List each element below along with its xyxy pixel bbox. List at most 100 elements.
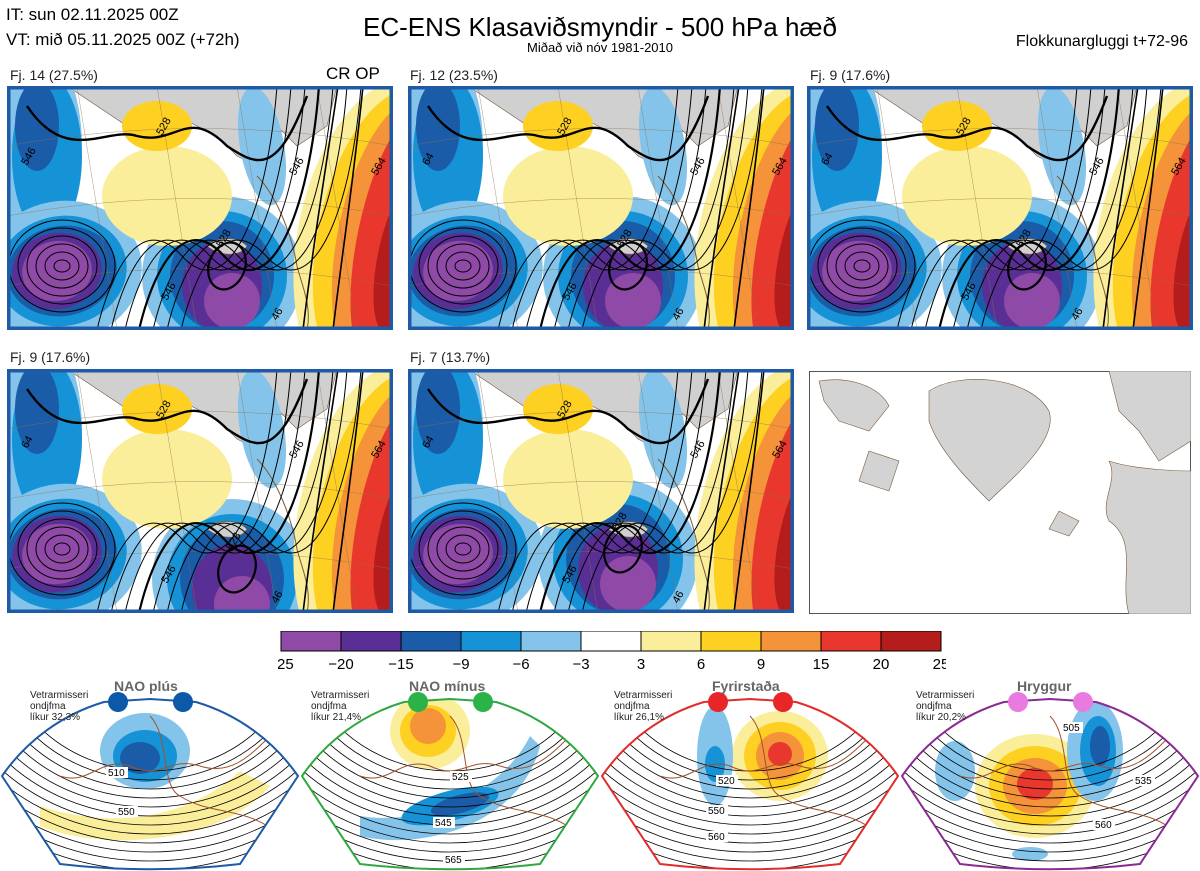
height-contour <box>526 372 707 610</box>
height-contour <box>44 534 80 564</box>
height-contour <box>97 372 278 610</box>
grid-line <box>237 372 277 610</box>
colorbar-swatch <box>640 631 702 652</box>
height-contour <box>902 699 1198 790</box>
colorbar-tick: 25 <box>933 656 946 673</box>
height-contour <box>418 510 508 588</box>
grid-line <box>718 372 758 610</box>
anomaly-area <box>922 101 992 151</box>
height-contour <box>602 699 898 853</box>
colorbar-swatch <box>520 631 582 652</box>
height-contour <box>2 699 298 790</box>
height-contour <box>138 372 320 610</box>
regime-marker <box>708 692 728 712</box>
height-contour <box>498 89 679 327</box>
contour-label: 505 <box>1063 723 1080 734</box>
height-contour <box>817 227 907 305</box>
height-contour <box>810 219 916 313</box>
colorbar-swatch <box>820 631 882 652</box>
contour-label-bg <box>106 767 128 778</box>
contour-label-bg <box>706 805 728 816</box>
height-contour <box>302 699 598 844</box>
height-contour <box>10 219 116 313</box>
anomaly-area <box>605 273 661 327</box>
anomaly-area <box>102 429 232 529</box>
contour-label-bg <box>443 854 465 865</box>
height-contour-bold <box>207 241 247 291</box>
height-contour <box>2 699 298 799</box>
regime-border <box>300 697 600 871</box>
height-contour <box>826 235 898 297</box>
anomaly-area <box>15 89 59 171</box>
contour-label-bg <box>116 806 138 817</box>
regime-border <box>900 697 1200 871</box>
coastline <box>657 175 710 327</box>
grid-line <box>478 372 518 610</box>
height-contour-bold <box>217 544 257 594</box>
height-contour <box>153 372 334 610</box>
colorbar-swatch <box>580 631 642 652</box>
contour-label-bg <box>1133 775 1155 786</box>
cluster-label-4: Fj. 9 (17.6%) <box>10 349 91 365</box>
height-contour <box>703 89 740 327</box>
height-contour <box>498 372 679 610</box>
regime-info-2: Vetrarmisseri ondjfma líkur 21,4% <box>311 690 370 723</box>
regime-title-4: Hryggur <box>1017 678 1072 694</box>
colorbar-tick: −20 <box>328 656 353 673</box>
height-contour <box>181 89 362 327</box>
regime-border <box>0 697 300 871</box>
grid-line <box>10 198 390 216</box>
contour-label: 510 <box>108 768 125 779</box>
height-contour <box>53 259 71 273</box>
panel-border <box>7 369 393 613</box>
height-contour <box>302 372 339 610</box>
height-contour <box>111 89 292 327</box>
height-contour <box>17 227 107 305</box>
regime-marker <box>473 692 493 712</box>
contour-label: 64 <box>19 434 36 451</box>
colorbar-swatch <box>400 631 462 652</box>
anomaly-area <box>102 146 232 246</box>
height-contour <box>26 235 98 297</box>
height-contour <box>153 89 334 327</box>
cluster-label-1: Fj. 14 (27.5%) <box>10 67 98 83</box>
height-contour <box>302 699 598 835</box>
coastline <box>449 715 581 837</box>
height-contour-bold <box>608 241 648 291</box>
height-contour <box>844 251 880 281</box>
colorbar-swatch <box>760 631 822 652</box>
height-contour <box>835 243 889 289</box>
panel-border <box>7 86 393 330</box>
height-contour <box>902 699 1198 853</box>
height-contour <box>897 89 1078 327</box>
anomaly-area <box>902 146 1032 246</box>
height-contour <box>902 699 1198 826</box>
height-contour <box>925 89 1106 327</box>
height-contour <box>332 89 364 327</box>
colorbar: −25 −20 −15 −9 −6 −3 3 6 9 15 20 25 <box>278 631 946 673</box>
height-contour <box>35 243 89 289</box>
height-contour <box>539 89 721 327</box>
height-contour <box>902 699 1198 862</box>
anomaly-area <box>768 742 792 766</box>
height-contour <box>10 502 116 596</box>
grid-line <box>877 89 917 327</box>
height-contour <box>17 510 107 588</box>
contour-label-bg <box>450 771 472 782</box>
colorbar-swatch <box>880 631 942 652</box>
anomaly-area <box>373 460 390 610</box>
height-contour <box>981 89 1162 327</box>
height-contour <box>445 251 481 281</box>
anomaly-area <box>373 177 390 327</box>
coastline <box>256 458 309 610</box>
height-contour <box>411 219 517 313</box>
contour-label: 64 <box>819 151 836 168</box>
height-contour <box>97 89 278 327</box>
height-contour <box>512 372 693 610</box>
height-contour <box>418 227 508 305</box>
height-contour <box>938 89 1120 327</box>
height-contour <box>733 89 765 327</box>
